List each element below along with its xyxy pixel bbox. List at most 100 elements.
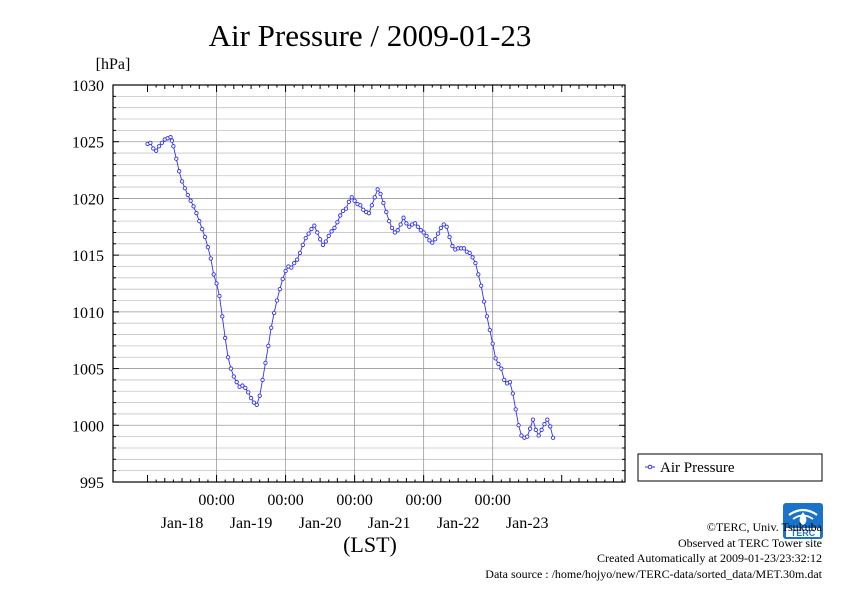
data-point [493, 356, 498, 361]
data-point [536, 433, 541, 438]
data-point [174, 156, 179, 161]
credits-block: ©TERC, Univ. Tsukuba Observed at TERC To… [382, 520, 822, 582]
data-point [349, 195, 354, 200]
x-tick-time-label: 00:00 [198, 492, 234, 509]
data-point [260, 377, 265, 383]
observed-text: Observed at TERC Tower site [677, 535, 822, 550]
data-point [312, 223, 317, 228]
data-point [502, 377, 507, 383]
data-point [375, 187, 380, 192]
data-point [202, 234, 208, 240]
data-point [338, 213, 343, 218]
data-point [533, 427, 538, 432]
data-point [418, 228, 423, 233]
data-point [433, 237, 438, 242]
copyright-text: ©TERC, Univ. Tsukuba [706, 520, 822, 534]
data-point [323, 239, 329, 244]
y-axis-unit: [hPa] [96, 56, 131, 73]
data-point [401, 215, 406, 220]
data-point [519, 433, 524, 438]
x-tick-time-label: 00:00 [336, 492, 372, 509]
x-tick-date-label: Jan-22 [437, 515, 480, 532]
data-point [220, 314, 225, 319]
data-point [461, 246, 467, 251]
data-point [188, 198, 193, 203]
data-point [430, 240, 435, 245]
data-point [208, 256, 213, 261]
data-point [228, 366, 234, 371]
data-point [214, 281, 219, 286]
data-point [283, 268, 288, 274]
data-point [211, 272, 216, 277]
data-point [539, 427, 544, 432]
data-point [358, 203, 363, 208]
data-point [251, 400, 257, 405]
data-point [177, 169, 182, 174]
data-point [257, 393, 262, 398]
y-tick-label: 995 [80, 475, 104, 492]
data-point [545, 417, 550, 422]
data-point [378, 191, 383, 197]
data-point [332, 225, 337, 231]
data-point [496, 361, 501, 367]
data-point [450, 243, 455, 249]
y-tick-label: 1015 [72, 248, 104, 265]
data-point [266, 343, 271, 349]
data-point [473, 260, 478, 266]
data-point [185, 192, 190, 198]
data-point [395, 228, 400, 233]
series-line [147, 136, 554, 439]
data-point [510, 391, 515, 396]
x-tick-date-label: Jan-21 [368, 515, 411, 532]
data-point [194, 211, 199, 216]
data-point [381, 200, 386, 206]
data-point [315, 230, 320, 235]
data-point [386, 218, 392, 224]
data-point [447, 234, 452, 240]
data-point [398, 222, 403, 227]
y-tick-label: 1010 [72, 305, 104, 322]
x-tick-date-label: Jan-18 [161, 515, 204, 532]
data-point [191, 204, 196, 209]
x-tick-time-label: 00:00 [474, 492, 510, 509]
data-point [470, 255, 475, 260]
data-point [148, 140, 153, 145]
data-point [289, 265, 294, 270]
data-point [234, 380, 239, 385]
data-point [153, 148, 159, 153]
created-text: Created Automatically at 2009-01-23/23:3… [597, 551, 822, 565]
data-point [467, 250, 472, 256]
data-point [171, 144, 176, 149]
data-point [274, 298, 280, 303]
data-point [246, 390, 251, 395]
data-point [369, 203, 375, 208]
y-tick-label: 1000 [72, 418, 104, 435]
data-point [366, 211, 372, 216]
data-point [412, 221, 418, 226]
data-point [487, 327, 492, 333]
data-point [326, 233, 331, 239]
data-point [516, 423, 521, 428]
data-point [151, 146, 156, 151]
data-point [372, 195, 377, 200]
data-point [476, 272, 481, 277]
data-point [427, 238, 432, 243]
data-point [361, 207, 366, 212]
data-point [254, 402, 259, 408]
data-point [479, 283, 484, 288]
data-point [223, 335, 228, 341]
x-tick-date-label: Jan-23 [506, 515, 549, 532]
data-point [481, 299, 487, 304]
x-axis-ticks: 00:00 00:00 00:00 00:00 00:00 Jan-18 Jan-19 Jan… [147, 85, 623, 532]
data-point [527, 426, 533, 431]
x-tick-date-label: Jan-20 [299, 515, 342, 532]
data-point [435, 231, 441, 236]
data-point [415, 224, 421, 229]
data-point [530, 417, 536, 422]
data-point [407, 224, 412, 229]
data-point [309, 226, 314, 232]
data-point [240, 383, 245, 388]
plot-frame [112, 84, 626, 483]
data-point [441, 222, 446, 227]
data-point [404, 221, 409, 226]
